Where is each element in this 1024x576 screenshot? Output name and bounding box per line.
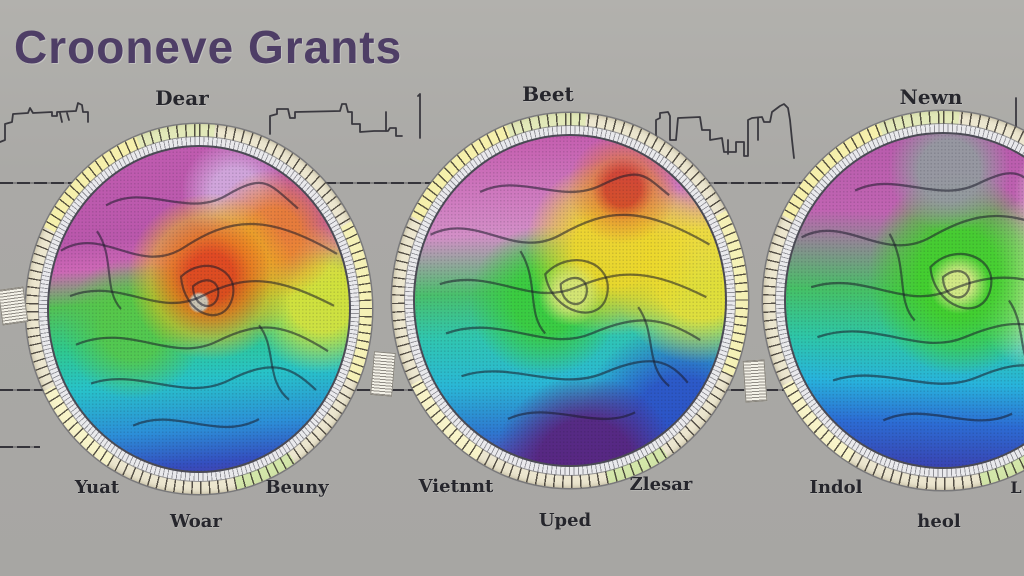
- background-rule-line-fragment: [0, 446, 40, 448]
- chart-left-top-label: Dear: [155, 86, 209, 110]
- rainbow-contour-map: [413, 134, 727, 467]
- chart-right-bottom-right-label: L: [1010, 478, 1022, 497]
- chart-right-bottom-left-label: Indol: [809, 477, 863, 498]
- polar-chart-middle: [392, 113, 748, 488]
- chart-left-bottom-right-label: Beuny: [265, 477, 329, 498]
- chart-middle-top-label: Beet: [522, 82, 574, 106]
- chart-left-bottom-left-label: Yuat: [74, 477, 120, 498]
- chart-middle-bottom-right-label: Zlesar: [629, 474, 693, 495]
- chart-right-bottom-center-label: heol: [917, 511, 961, 532]
- ring-label-fragment: [370, 351, 396, 397]
- ring-label-fragment: [0, 286, 29, 326]
- chart-left-bottom-center-label: Woar: [170, 511, 222, 532]
- contour-lines: [430, 173, 711, 421]
- polar-chart-left: [26, 124, 372, 494]
- contour-lines: [60, 181, 338, 429]
- rainbow-contour-map: [784, 132, 1024, 469]
- polar-chart-right: [763, 111, 1024, 490]
- contour-lines: [801, 172, 1024, 422]
- chart-right-top-label: Newn: [899, 85, 963, 109]
- stipple-texture: [49, 147, 349, 471]
- ring-label-fragment: [742, 359, 768, 403]
- page-title: Crooneve Grants: [14, 21, 403, 73]
- chart-middle-bottom-left-label: Vietnnt: [418, 476, 494, 497]
- chart-middle-bottom-center-label: Uped: [538, 510, 592, 531]
- rainbow-contour-map: [47, 145, 351, 473]
